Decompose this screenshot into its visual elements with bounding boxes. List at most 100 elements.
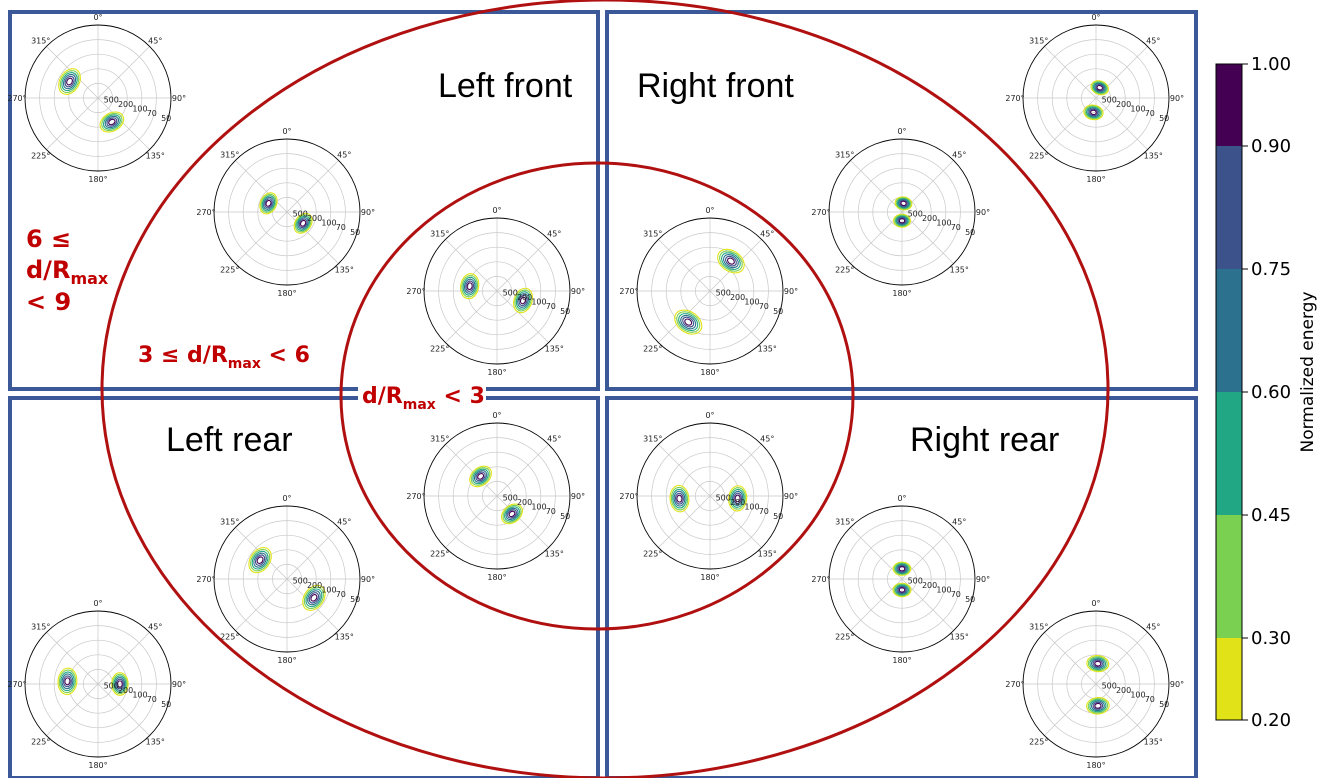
angle-tick-label: 135° bbox=[146, 737, 165, 746]
contour-level-left-front-middle-0 bbox=[265, 199, 272, 207]
angle-tick-label: 90° bbox=[571, 492, 585, 501]
angle-tick-label: 135° bbox=[545, 344, 564, 353]
contour-level-right-rear-outer-0 bbox=[1089, 657, 1107, 670]
contour-level-left-rear-inner-0 bbox=[472, 468, 489, 485]
radial-tick-label: 500 bbox=[716, 289, 731, 298]
angle-tick-label: 0° bbox=[282, 127, 291, 136]
contour-level-right-front-middle-0 bbox=[895, 197, 912, 210]
quadrant-frames bbox=[8, 10, 1198, 778]
angle-tick-label: 0° bbox=[93, 599, 102, 608]
contour-level-right-front-outer-0 bbox=[1094, 83, 1106, 93]
angle-tick-label: 180° bbox=[88, 761, 107, 770]
radial-tick-label: 500 bbox=[503, 494, 518, 503]
contour-level-left-front-inner-1 bbox=[513, 287, 534, 314]
contour-level-right-front-outer-1 bbox=[1084, 105, 1103, 120]
radial-tick-label: 200 bbox=[922, 214, 937, 223]
contour-level-right-front-middle-0 bbox=[896, 198, 911, 209]
angle-tick-label: 180° bbox=[1086, 175, 1105, 184]
contour-level-left-rear-middle-0 bbox=[248, 547, 272, 574]
outer-region-label: 6 ≤ d/Rmax < 9 bbox=[26, 225, 109, 316]
angle-tick-label: 270° bbox=[1005, 94, 1024, 103]
angle-tick-label: 45° bbox=[148, 37, 162, 46]
radial-tick-label: 50 bbox=[1159, 700, 1169, 709]
contour-level-left-front-inner-1 bbox=[518, 294, 528, 307]
angle-tick-label: 135° bbox=[1144, 151, 1163, 160]
contour-level-left-rear-outer-1 bbox=[116, 680, 123, 688]
contour-level-left-front-outer-1 bbox=[102, 114, 121, 130]
colorbar-segment bbox=[1216, 269, 1242, 392]
radial-tick-label: 70 bbox=[147, 695, 157, 704]
angle-tick-label: 315° bbox=[643, 435, 662, 444]
polar-boundary bbox=[828, 138, 976, 286]
angle-tick-label: 180° bbox=[487, 368, 506, 377]
radial-tick-label: 500 bbox=[104, 682, 119, 691]
radial-tick-label: 200 bbox=[307, 581, 322, 590]
angular-grid-spoke bbox=[658, 290, 711, 343]
contour-level-left-rear-inner-0 bbox=[469, 465, 492, 488]
frame-left-rear bbox=[8, 396, 600, 778]
contour-level-right-front-middle-0 bbox=[894, 196, 913, 211]
contour-level-left-rear-middle-0 bbox=[256, 556, 264, 564]
angle-tick-label: 225° bbox=[31, 151, 50, 160]
angular-grid-spoke bbox=[709, 444, 762, 497]
contour-level-right-front-outer-1 bbox=[1088, 108, 1099, 117]
angle-tick-label: 315° bbox=[643, 230, 662, 239]
angular-grid-spoke bbox=[496, 444, 549, 497]
angular-grid-spoke bbox=[286, 527, 339, 580]
contour-level-left-front-inner-1 bbox=[519, 296, 527, 305]
contour-level-left-rear-middle-1 bbox=[302, 584, 326, 611]
contour-level-right-front-inner-0 bbox=[717, 248, 745, 274]
radial-tick-label: 70 bbox=[1145, 695, 1155, 704]
angular-grid-spoke bbox=[97, 46, 150, 99]
angular-grid-spoke bbox=[658, 495, 711, 548]
contour-level-right-front-outer-0 bbox=[1091, 81, 1108, 95]
radial-tick-label: 100 bbox=[132, 105, 147, 114]
contour-level-left-front-inner-0 bbox=[462, 276, 477, 296]
colorbar-segment bbox=[1216, 638, 1242, 720]
contour-level-left-front-inner-0 bbox=[465, 280, 475, 292]
colorbar-tick-label: 1.00 bbox=[1251, 54, 1291, 75]
radial-tick-label: 200 bbox=[1116, 686, 1131, 695]
angle-tick-label: 270° bbox=[1005, 680, 1024, 689]
contour-level-left-front-inner-0 bbox=[463, 278, 476, 294]
contour-level-left-front-middle-0 bbox=[261, 195, 276, 212]
colorbar-segment bbox=[1216, 146, 1242, 269]
angle-tick-label: 270° bbox=[196, 575, 215, 584]
radial-tick-label: 100 bbox=[936, 586, 951, 595]
contour-level-left-front-outer-1 bbox=[108, 118, 116, 126]
contour-level-right-rear-inner-1 bbox=[731, 490, 744, 506]
angle-tick-label: 0° bbox=[282, 494, 291, 503]
polar-boundary bbox=[828, 505, 976, 653]
angle-tick-label: 225° bbox=[220, 265, 239, 274]
radial-tick-label: 50 bbox=[773, 307, 783, 316]
contour-level-right-rear-middle-1 bbox=[893, 583, 911, 597]
contour-level-right-rear-inner-1 bbox=[733, 492, 742, 505]
contour-level-left-front-inner-0 bbox=[466, 282, 473, 291]
contour-level-left-front-outer-0 bbox=[58, 68, 81, 95]
angle-tick-label: 225° bbox=[1029, 737, 1048, 746]
contour-level-left-front-inner-0 bbox=[460, 273, 480, 300]
contour-level-right-rear-inner-1 bbox=[730, 488, 745, 508]
angle-tick-label: 90° bbox=[172, 94, 186, 103]
angular-grid-spoke bbox=[235, 160, 288, 213]
angular-grid-spoke bbox=[445, 495, 498, 548]
angle-tick-label: 90° bbox=[784, 287, 798, 296]
contour-level-left-rear-outer-1 bbox=[112, 673, 128, 695]
contour-level-left-front-middle-1 bbox=[296, 215, 311, 231]
polar-boundary bbox=[423, 217, 571, 365]
contour-level-left-rear-inner-1 bbox=[507, 509, 517, 519]
angle-tick-label: 90° bbox=[571, 287, 585, 296]
contour-level-right-rear-outer-0 bbox=[1094, 660, 1102, 667]
contour-level-right-rear-outer-0 bbox=[1087, 656, 1108, 672]
angular-grid-spoke bbox=[1095, 683, 1148, 736]
contour-level-right-front-outer-0 bbox=[1095, 84, 1105, 92]
radial-tick-label: 200 bbox=[517, 498, 532, 507]
radial-tick-label: 500 bbox=[104, 96, 119, 105]
radial-tick-label: 50 bbox=[965, 228, 975, 237]
frame-left-front bbox=[8, 10, 600, 391]
outer-label-line1: 6 ≤ bbox=[26, 225, 71, 253]
contour-level-right-front-outer-1 bbox=[1083, 104, 1104, 121]
angle-tick-label: 180° bbox=[1086, 761, 1105, 770]
